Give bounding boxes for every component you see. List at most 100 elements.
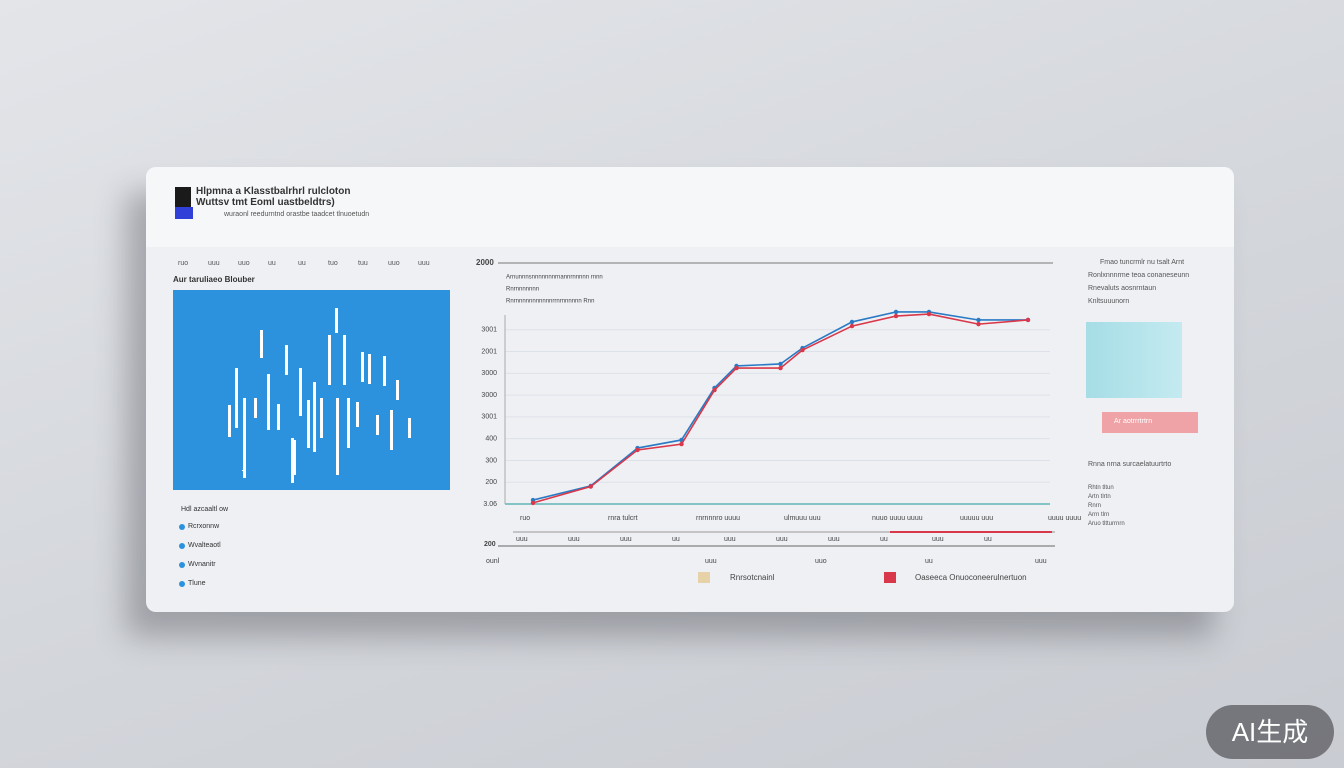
subtitle: Wuttsv tmt Eoml uastbeldtrs) bbox=[196, 197, 335, 208]
scroll-label: uu bbox=[984, 536, 992, 543]
tab: uu bbox=[298, 260, 306, 267]
legend-item: Rcrxonnw bbox=[179, 523, 219, 530]
legend-swatch bbox=[884, 572, 896, 583]
pink-box: Ar aotrrrtrtrn bbox=[1102, 412, 1198, 433]
legend-item: Wvnanitr bbox=[179, 561, 216, 568]
scroll-label: uuu bbox=[568, 536, 580, 543]
legend-label: Oaseeca Onuoconeerulnertuon bbox=[915, 573, 1027, 582]
series-line bbox=[532, 311, 1028, 501]
right-small: Aruo tltturrnrn bbox=[1088, 521, 1125, 527]
point bbox=[712, 387, 717, 393]
y-tick-label: 400 bbox=[485, 436, 497, 443]
scroll-label: uuu bbox=[932, 536, 944, 543]
scroll-label: uuu bbox=[724, 536, 736, 543]
point bbox=[976, 317, 981, 323]
scroll-label: uuu bbox=[620, 536, 632, 543]
dashboard-card: Hlpmna a Klasstbalrhrl rulcloton Wuttsv … bbox=[146, 167, 1234, 612]
series-line bbox=[532, 313, 1029, 504]
scroll-label: uuu bbox=[516, 536, 528, 543]
tab: uuu bbox=[418, 260, 430, 267]
bottom-tick: uuo bbox=[815, 558, 827, 565]
logo bbox=[175, 187, 193, 219]
tab: tuu bbox=[358, 260, 368, 267]
bottom-axis-sublabel: ounl bbox=[486, 558, 500, 565]
y-tick-label: 2001 bbox=[481, 348, 497, 355]
chart-title: 2000 bbox=[476, 258, 494, 267]
x-tick-label: rnrnnnro uuuu bbox=[696, 515, 740, 522]
bar-pattern bbox=[228, 308, 411, 483]
y-tick-label: 3000 bbox=[481, 370, 497, 377]
y-tick-label: 200 bbox=[485, 479, 497, 486]
tab: tuo bbox=[328, 260, 338, 267]
legend-item: Wvalteaotl bbox=[179, 542, 221, 549]
right-line: Ronlxnnnrme teoa conaneseunn bbox=[1088, 272, 1190, 279]
legend-dot bbox=[179, 524, 185, 530]
scroll-label: uuu bbox=[828, 536, 840, 543]
legend-swatch bbox=[698, 572, 710, 583]
bottom-tick: uuu bbox=[1035, 558, 1047, 565]
point bbox=[893, 313, 899, 319]
right-line: Fmao tuncrmlr nu tsalt Arnt bbox=[1100, 259, 1185, 266]
x-tick-label: ulmuuu uuu bbox=[784, 515, 821, 522]
y-tick-label: 300 bbox=[485, 457, 497, 464]
point bbox=[530, 500, 536, 506]
x-tick-label: uuuu uuuu bbox=[1048, 515, 1081, 522]
point bbox=[588, 484, 593, 489]
scroll-label: uu bbox=[880, 536, 888, 543]
watermark: AI生成 bbox=[1206, 705, 1334, 759]
point bbox=[778, 361, 783, 367]
point bbox=[849, 323, 855, 329]
point bbox=[679, 441, 684, 447]
y-tick-label: 3001 bbox=[481, 327, 497, 334]
point bbox=[635, 447, 640, 453]
chart-subtitle: Rnrnnnnnnnnnnnrrnrnnnnnn Rnn bbox=[506, 299, 594, 305]
scroll-label: uu bbox=[672, 536, 680, 543]
y-tick-label: 3000 bbox=[481, 392, 497, 399]
tab: uuo bbox=[238, 260, 250, 267]
point bbox=[976, 321, 981, 327]
point bbox=[893, 309, 899, 315]
right-line: Knltsuuunorn bbox=[1088, 298, 1130, 305]
legend-title: Hdl azcaaltl ow bbox=[181, 506, 229, 513]
legend-item: Tlune bbox=[179, 580, 206, 587]
x-tick-label: nuuo uuuu uuuu bbox=[872, 515, 923, 522]
tab: uuo bbox=[388, 260, 400, 267]
title: Hlpmna a Klasstbalrhrl rulcloton bbox=[196, 186, 351, 197]
header bbox=[146, 167, 1234, 247]
legend-dot bbox=[179, 543, 185, 549]
tab: uu bbox=[268, 260, 276, 267]
x-tick-label: rnra tulcrt bbox=[608, 515, 638, 522]
right-line: Rnevaluts aosnrntaun bbox=[1088, 285, 1157, 292]
tab: ruo bbox=[178, 260, 189, 267]
right-small: Artn tlrtn bbox=[1088, 494, 1111, 500]
point bbox=[849, 319, 855, 325]
legend-label: Rnrsotcnainl bbox=[730, 573, 775, 582]
point bbox=[734, 365, 739, 371]
y-tick-label: 3001 bbox=[481, 414, 497, 421]
caption: wuraonl reedurntnd orastbe taadcet tlnuo… bbox=[224, 211, 370, 218]
point bbox=[1025, 317, 1031, 323]
y-tick-label: 3.06 bbox=[483, 501, 497, 508]
x-tick-label: ruo bbox=[520, 515, 530, 522]
bottom-tick: uu bbox=[925, 558, 933, 565]
scroll-label: uuu bbox=[776, 536, 788, 543]
legend-dot bbox=[179, 562, 185, 568]
tab: uuu bbox=[208, 260, 220, 267]
point bbox=[778, 365, 783, 371]
x-tick-label: uuuuu uuu bbox=[960, 515, 993, 522]
right-footer: Rnna nrna surcaelatuurtrto bbox=[1088, 461, 1172, 468]
bottom-tick: uuu bbox=[705, 558, 717, 565]
right-small: Rnrn bbox=[1088, 503, 1102, 509]
right-small: Rhtn tltun bbox=[1088, 485, 1114, 491]
point bbox=[926, 311, 932, 317]
bottom-axis-label: 200 bbox=[484, 541, 496, 548]
cyan-box bbox=[1086, 322, 1182, 398]
bar-panel bbox=[173, 290, 450, 490]
pink-label: Ar aotrrrtrtrn bbox=[1114, 418, 1153, 425]
legend-dot bbox=[179, 581, 185, 587]
chart-subtitle: Arnunnnsnnnnnnnrnannrnnnnn rnnn bbox=[506, 275, 603, 281]
right-small: Arrn tlrn bbox=[1088, 512, 1110, 518]
chart-subtitle: Rnrnnnnnnn bbox=[506, 287, 539, 293]
